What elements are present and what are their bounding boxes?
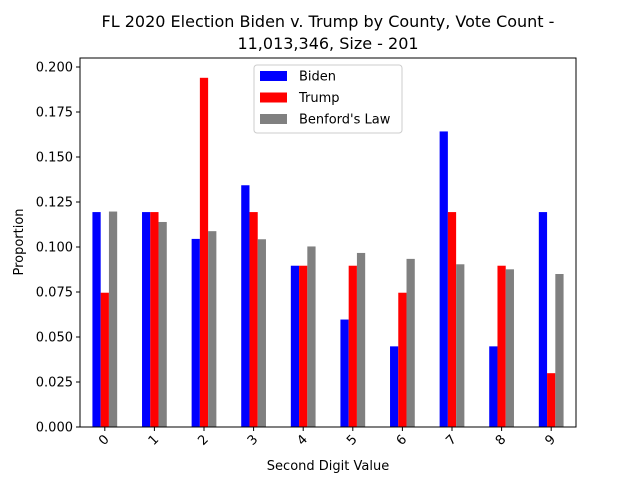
bar-benford-s-law-2 xyxy=(208,231,217,427)
bar-biden-1 xyxy=(142,212,151,427)
bar-trump-2 xyxy=(199,77,209,428)
bar-trump-5 xyxy=(348,265,357,427)
x-tick-label: 9 xyxy=(542,432,558,448)
legend-box xyxy=(253,64,403,134)
x-tick-label: 2 xyxy=(195,432,211,448)
bar-benford-s-law-3 xyxy=(257,239,266,427)
bar-biden-4 xyxy=(290,265,300,427)
bars-group xyxy=(92,77,564,428)
legend-swatch-2 xyxy=(260,114,287,124)
x-tick-label: 5 xyxy=(344,432,360,448)
y-tick-label: 0.125 xyxy=(36,196,73,211)
bar-trump-4 xyxy=(299,265,308,427)
bar-trump-9 xyxy=(547,373,556,427)
x-axis-label: Second Digit Value xyxy=(267,459,389,474)
y-axis: 0.000 0.025 0.050 0.075 0.100 0.125 0.150 0.175… xyxy=(36,61,80,436)
legend-label-1: Trump xyxy=(298,91,340,106)
x-tick-label: 0 xyxy=(96,432,112,448)
x-tick-label: 3 xyxy=(245,432,261,448)
bar-trump-3 xyxy=(249,212,258,427)
y-tick-label: 0.050 xyxy=(36,331,73,346)
bar-benford-s-law-5 xyxy=(356,252,366,427)
x-tick-label: 6 xyxy=(394,432,410,448)
legend-swatch-0 xyxy=(260,71,287,81)
bar-biden-8 xyxy=(489,346,498,427)
y-tick-label: 0.075 xyxy=(36,286,73,301)
x-tick-label: 8 xyxy=(493,432,509,448)
y-tick-label: 0.200 xyxy=(36,61,73,76)
plot-frame xyxy=(79,57,577,428)
bar-trump-6 xyxy=(398,292,407,427)
bar-benford-s-law-0 xyxy=(108,211,118,427)
x-axis: 0 1 2 3 4 5 6 7 8 9 xyxy=(96,427,559,449)
chart-title: FL 2020 Election Biden v. Trump by Count… xyxy=(102,12,555,31)
chart-subtitle: 11,013,346, Size - 201 xyxy=(237,34,418,53)
y-tick-label: 0.175 xyxy=(36,106,73,121)
bar-biden-9 xyxy=(538,212,548,427)
bar-benford-s-law-4 xyxy=(307,246,316,427)
y-tick-label: 0.025 xyxy=(36,376,73,391)
y-tick-label: 0.000 xyxy=(36,421,73,436)
legend: Biden Trump Benford's Law xyxy=(253,64,403,134)
y-tick-label: 0.100 xyxy=(36,241,73,256)
x-tick-label: 7 xyxy=(443,432,459,448)
bar-trump-8 xyxy=(497,265,506,427)
x-tick-label: 4 xyxy=(294,432,310,448)
legend-swatch-1 xyxy=(260,92,287,103)
bar-benford-s-law-7 xyxy=(456,264,465,427)
y-tick-label: 0.150 xyxy=(36,151,73,166)
bar-biden-5 xyxy=(340,319,349,427)
bar-biden-6 xyxy=(390,346,399,427)
bar-biden-0 xyxy=(92,212,101,427)
bar-trump-7 xyxy=(447,212,457,427)
bar-benford-s-law-6 xyxy=(406,258,415,427)
bar-trump-0 xyxy=(100,292,109,427)
bar-benford-s-law-1 xyxy=(158,221,167,427)
bar-biden-3 xyxy=(241,185,250,427)
bar-trump-1 xyxy=(150,212,159,427)
bar-benford-s-law-8 xyxy=(505,269,514,427)
bar-biden-7 xyxy=(439,131,448,427)
y-axis-label: Proportion xyxy=(12,208,27,275)
x-tick-label: 1 xyxy=(146,432,162,448)
legend-label-2: Benford's Law xyxy=(299,113,391,128)
bar-benford-s-law-9 xyxy=(555,274,564,427)
bar-biden-2 xyxy=(191,238,200,427)
legend-label-0: Biden xyxy=(299,70,336,85)
